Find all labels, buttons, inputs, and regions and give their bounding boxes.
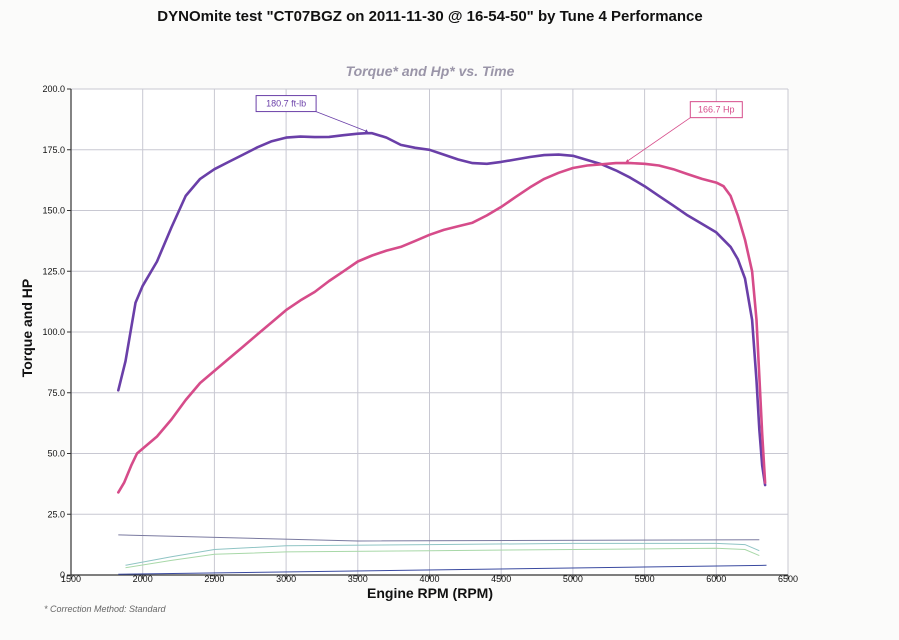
y-tick-label: 50.0 bbox=[47, 449, 65, 459]
hp-callout-box bbox=[689, 101, 743, 119]
torque-callout-label: 180.7 ft-lb bbox=[266, 99, 306, 109]
y-tick-label: 150.0 bbox=[42, 206, 65, 216]
chart-title: DYNOmite test "CT07BGZ on 2011-11-30 @ 1… bbox=[157, 8, 703, 25]
hp-callout-label: 166.7 Hp bbox=[698, 105, 735, 115]
correction-footnote: * Correction Method: Standard bbox=[44, 604, 166, 614]
x-tick-label: 5000 bbox=[563, 574, 583, 584]
x-tick-label: 5500 bbox=[635, 574, 655, 584]
x-tick-label: 6500 bbox=[778, 574, 798, 584]
y-tick-label: 125.0 bbox=[42, 266, 65, 276]
y-tick-label: 200.0 bbox=[42, 84, 65, 94]
aux1-trace-line bbox=[118, 534, 760, 542]
aux4-trace-line bbox=[118, 564, 767, 575]
y-tick-label: 25.0 bbox=[47, 509, 65, 519]
torque-peak-marker bbox=[363, 129, 370, 135]
x-tick-label: 1500 bbox=[61, 574, 81, 584]
hp-series-line bbox=[117, 161, 767, 494]
x-tick-label: 3500 bbox=[348, 574, 368, 584]
y-tick-label: 175.0 bbox=[42, 145, 65, 155]
chart-subtitle: Torque* and Hp* vs. Time bbox=[345, 63, 515, 79]
x-tick-label: 4500 bbox=[491, 574, 511, 584]
x-tick-label: 2500 bbox=[204, 574, 224, 584]
x-tick-label: 2000 bbox=[133, 574, 153, 584]
x-tick-label: 6000 bbox=[706, 574, 726, 584]
y-tick-label: 75.0 bbox=[47, 388, 65, 398]
x-axis-label: Engine RPM (RPM) bbox=[367, 585, 493, 601]
x-tick-label: 4000 bbox=[419, 574, 439, 584]
y-tick-label: 100.0 bbox=[42, 327, 65, 337]
torque-series-line bbox=[117, 131, 767, 487]
x-tick-label: 3000 bbox=[276, 574, 296, 584]
hp-peak-marker bbox=[624, 159, 631, 165]
aux2-trace-line bbox=[125, 542, 760, 566]
torque-callout-leader bbox=[315, 111, 367, 132]
aux3-trace-line bbox=[125, 547, 760, 569]
torque-callout-box bbox=[255, 95, 317, 113]
hp-callout-leader bbox=[627, 117, 691, 162]
y-tick-label: 0 bbox=[60, 570, 65, 580]
